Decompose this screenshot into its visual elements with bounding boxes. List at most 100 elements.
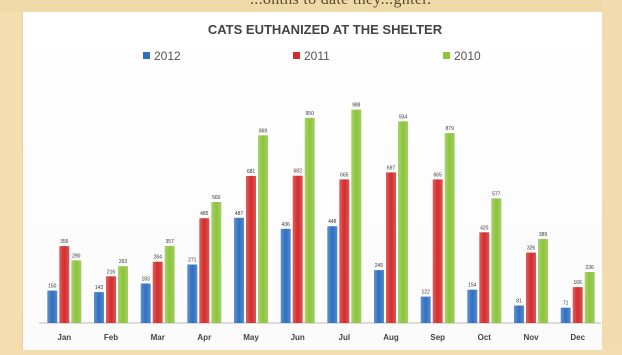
data-label: 357	[166, 239, 175, 245]
x-tick-Dec: Dec	[570, 333, 585, 342]
bar-2010-Nov	[538, 239, 548, 323]
legend-item-2010: 2010	[443, 49, 481, 63]
bar-2011-Jun	[292, 175, 303, 323]
legend-swatch	[293, 52, 300, 59]
bar-2010-Jun	[304, 117, 315, 323]
bar-2011-Oct	[479, 232, 490, 323]
x-tick-Sep: Sep	[430, 333, 445, 342]
bar-2011-Jan	[59, 246, 70, 323]
x-tick-labels: Jan Feb Mar Apr May Jun Jul Aug Sep Oct Nov Dec	[57, 333, 585, 342]
legend-item-2012: 2012	[143, 49, 181, 63]
legend-label: 2011	[304, 49, 330, 63]
bar-chart: CATS EUTHANIZED AT THE SHELTER 2012 2011 2…	[39, 22, 601, 342]
data-label: 122	[422, 290, 431, 296]
bar-2012-Nov	[514, 305, 524, 323]
data-label: 436	[282, 222, 291, 228]
data-label: 697	[387, 165, 396, 171]
bar-2012-Jun	[280, 228, 291, 323]
bar-2010-Dec	[584, 272, 595, 323]
data-label: 665	[340, 172, 349, 178]
data-label: 245	[375, 263, 384, 269]
chart-title: CATS EUTHANIZED AT THE SHELTER	[208, 22, 443, 37]
bar-2011-May	[246, 175, 256, 323]
data-label: 560	[212, 195, 221, 201]
data-label: 326	[527, 246, 536, 252]
bar-2012-Feb	[94, 292, 104, 323]
x-tick-Feb: Feb	[104, 333, 118, 342]
x-tick-Jan: Jan	[57, 333, 71, 342]
data-label: 71	[563, 301, 569, 307]
data-label: 934	[399, 114, 408, 120]
data-label: 271	[188, 258, 197, 264]
bar-2012-Sep	[420, 296, 431, 323]
bar-2010-Jul	[351, 109, 362, 323]
data-label: 143	[95, 285, 104, 291]
bar-2012-Mar	[140, 283, 151, 323]
data-label: 988	[352, 103, 361, 109]
data-label: 682	[294, 169, 303, 175]
legend-item-2011: 2011	[293, 49, 330, 63]
data-label: 290	[72, 253, 81, 259]
bar-2010-Sep	[444, 133, 455, 323]
bar-2011-Jul	[339, 179, 350, 323]
data-label: 950	[306, 111, 315, 117]
x-tick-May: May	[243, 333, 259, 342]
data-label: 420	[480, 225, 489, 231]
bar-2010-May	[258, 135, 268, 323]
data-label: 879	[446, 126, 455, 132]
data-label: 577	[492, 191, 501, 197]
data-label: 448	[328, 219, 337, 225]
x-tick-Oct: Oct	[478, 333, 492, 342]
bar-2011-Dec	[572, 287, 583, 323]
data-label: 263	[119, 259, 128, 265]
legend-label: 2012	[154, 49, 181, 63]
bar-2010-Feb	[118, 266, 128, 323]
data-label: 183	[142, 277, 151, 283]
bar-2010-Apr	[211, 202, 222, 323]
bar-2012-Aug	[374, 270, 384, 323]
page-margin	[602, 0, 622, 350]
bar-2012-Dec	[560, 307, 571, 323]
legend-label: 2010	[454, 49, 481, 63]
bar-2012-Oct	[467, 289, 478, 323]
bar-2012-Jan	[47, 290, 58, 323]
x-tick-Aug: Aug	[383, 333, 399, 342]
data-label: 487	[235, 211, 244, 217]
x-tick-Nov: Nov	[523, 333, 539, 342]
bar-2012-Apr	[187, 264, 198, 323]
data-label: 236	[586, 265, 595, 271]
x-tick-Jun: Jun	[291, 333, 305, 342]
bar-2011-Nov	[526, 252, 536, 323]
bar-2010-Jan	[71, 260, 82, 323]
legend-swatch	[143, 52, 150, 59]
data-label: 284	[154, 255, 163, 261]
data-label: 389	[539, 232, 548, 238]
cropped-article-text: ...onths to date they...ghter.	[0, 0, 622, 12]
data-label: 154	[468, 283, 477, 289]
legend-swatch	[443, 52, 450, 59]
chart-panel: CATS EUTHANIZED AT THE SHELTER 2012 2011 2…	[22, 12, 604, 350]
data-label: 869	[259, 128, 268, 134]
bar-2010-Oct	[491, 198, 502, 323]
data-label: 681	[247, 169, 256, 175]
x-tick-Jul: Jul	[339, 333, 351, 342]
data-label: 166	[574, 280, 583, 286]
bar-2010-Aug	[398, 121, 408, 323]
x-tick-Apr: Apr	[197, 333, 211, 342]
data-label: 150	[48, 284, 57, 290]
bar-2012-May	[234, 217, 244, 323]
data-label: 356	[60, 239, 69, 245]
bar-2011-Sep	[432, 179, 443, 323]
bar-2011-Feb	[106, 276, 116, 323]
data-label: 485	[200, 211, 209, 217]
bar-2010-Mar	[164, 245, 175, 323]
bar-2011-Aug	[386, 172, 396, 323]
bar-2011-Mar	[152, 261, 163, 323]
bar-2012-Jul	[327, 226, 338, 323]
partial-text-line: ...onths to date they...ghter.	[250, 0, 431, 9]
data-label: 665	[434, 172, 443, 178]
bar-2011-Apr	[199, 218, 210, 323]
legend: 2012 2011 2010	[143, 49, 481, 63]
